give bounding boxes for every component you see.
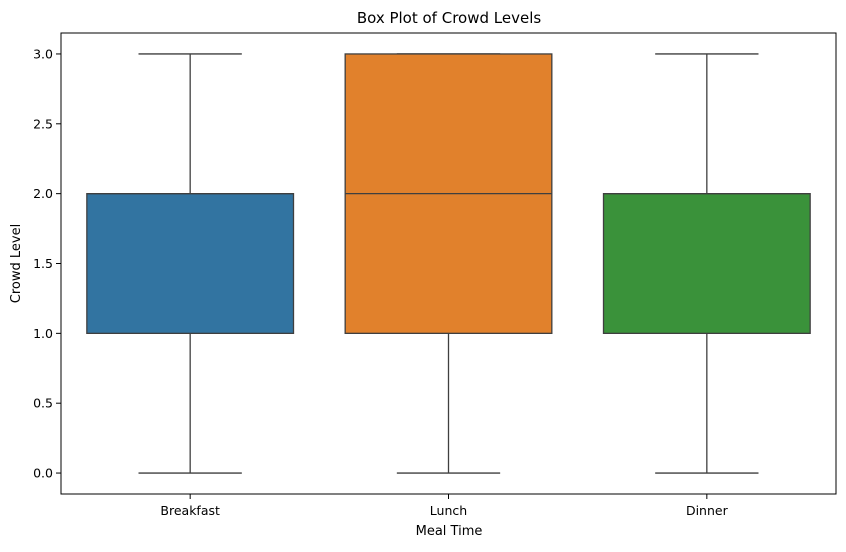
y-tick-label: 0.0 <box>33 466 53 481</box>
box-breakfast <box>86 53 295 474</box>
y-tick-label: 2.5 <box>33 116 53 131</box>
y-tick-label: 1.5 <box>33 256 53 271</box>
y-axis: 0.0 0.5 1.0 1.5 2.0 2.5 3.0 <box>33 46 61 481</box>
x-tick-label: Lunch <box>430 503 467 518</box>
y-axis-label: Crowd Level <box>9 224 24 303</box>
box-lunch <box>344 53 553 474</box>
box-body <box>602 193 811 334</box>
x-axis-label: Meal Time <box>416 524 483 539</box>
y-tick-label: 0.5 <box>33 396 53 411</box>
x-axis: Breakfast Lunch Dinner <box>160 494 729 518</box>
y-tick-label: 3.0 <box>33 46 53 61</box>
boxes-layer <box>86 53 811 474</box>
y-tick-label: 2.0 <box>33 186 53 201</box>
y-tick-label: 1.0 <box>33 326 53 341</box>
x-tick-label: Breakfast <box>160 503 220 518</box>
x-tick-label: Dinner <box>686 503 729 518</box>
chart-title: Box Plot of Crowd Levels <box>357 9 542 27</box>
box-body <box>86 193 295 334</box>
box-dinner <box>602 53 811 474</box>
